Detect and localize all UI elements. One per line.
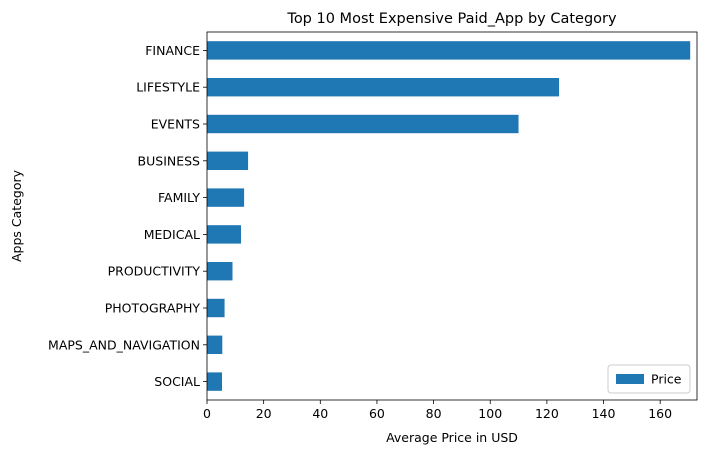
legend-label-price: Price: [651, 372, 682, 387]
x-axis-ticks: 0 20 40 60 80 100 120 140 160: [203, 400, 672, 421]
x-tick-label: 140: [592, 406, 616, 421]
x-tick-label: 60: [369, 406, 385, 421]
bar-lifestyle: [207, 78, 560, 97]
x-axis-label: Average Price in USD: [386, 430, 518, 445]
legend-box: [607, 364, 691, 394]
x-tick-label: 100: [478, 406, 502, 421]
y-tick-label: FINANCE: [145, 43, 200, 58]
plot-frame: [206, 31, 698, 401]
x-tick-label: 20: [256, 406, 272, 421]
y-tick-label: BUSINESS: [138, 153, 201, 168]
x-tick-label: 80: [426, 406, 442, 421]
bar-medical: [207, 225, 241, 244]
y-tick-label: MAPS_AND_NAVIGATION: [48, 337, 200, 352]
chart-title: Top 10 Most Expensive Paid_App by Catego…: [286, 11, 617, 27]
bar-maps-and-navigation: [207, 335, 223, 354]
y-tick-label: MEDICAL: [144, 227, 200, 242]
x-tick-label: 40: [312, 406, 328, 421]
x-tick-label: 120: [535, 406, 559, 421]
bar-productivity: [207, 262, 233, 281]
y-tick-label: EVENTS: [151, 117, 200, 132]
y-axis-label: Apps Category: [9, 169, 24, 262]
bar-events: [207, 114, 519, 134]
y-tick-label: LIFESTYLE: [136, 80, 200, 95]
bar-finance: [207, 41, 691, 60]
bar-photography: [207, 298, 225, 318]
y-tick-label: PHOTOGRAPHY: [105, 301, 201, 316]
y-axis-ticks: FINANCE LIFESTYLE EVENTS BUSINESS FAMILY MEDI…: [48, 43, 207, 389]
plot-border: [206, 31, 698, 401]
legend-swatch-price: [616, 374, 644, 384]
y-tick-label: SOCIAL: [154, 374, 200, 389]
bars-group: [207, 41, 691, 391]
x-tick-label: 0: [203, 406, 211, 421]
x-tick-label: 160: [648, 406, 672, 421]
y-tick-label: PRODUCTIVITY: [108, 264, 201, 279]
bar-social: [207, 372, 223, 391]
bar-family: [207, 188, 245, 207]
legend: Price: [607, 364, 691, 394]
bar-business: [207, 151, 249, 170]
y-tick-label: FAMILY: [158, 190, 200, 205]
